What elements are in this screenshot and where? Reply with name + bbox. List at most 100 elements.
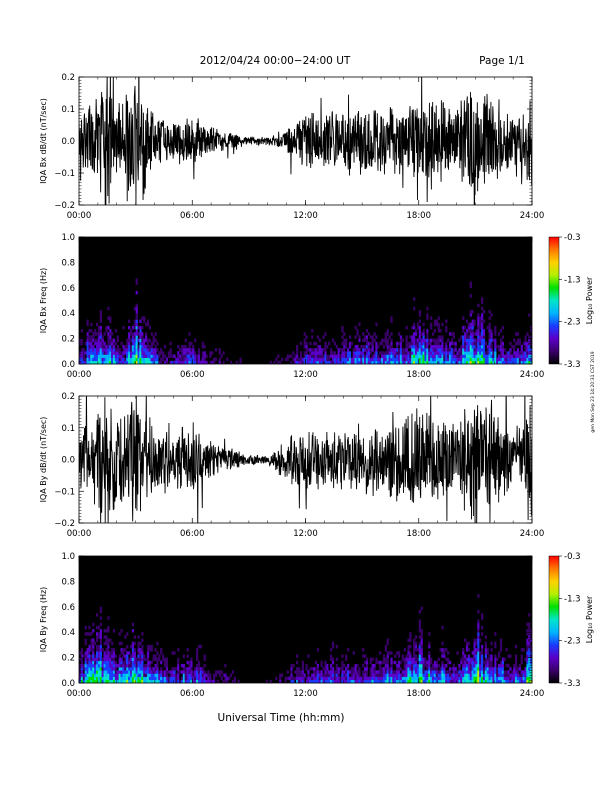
spectrogram-bin bbox=[120, 657, 123, 662]
spectrogram-bin bbox=[150, 679, 153, 684]
spectrogram-bin bbox=[465, 335, 469, 339]
spectrogram-bin bbox=[80, 329, 84, 333]
x-tick-label: 12:00 bbox=[293, 529, 318, 539]
spectrogram-bin bbox=[515, 670, 518, 674]
spectrogram-bin bbox=[335, 344, 338, 349]
spectrogram-bin bbox=[437, 322, 440, 327]
spectrogram-bin bbox=[367, 351, 370, 355]
spectrogram-bin bbox=[377, 676, 380, 681]
spectrogram-bin bbox=[382, 676, 386, 681]
x-tick-label: 12:00 bbox=[293, 370, 318, 380]
spectrogram-bin bbox=[101, 335, 104, 339]
spectrogram-bin bbox=[365, 357, 369, 362]
spectrogram-bin bbox=[428, 663, 431, 668]
spectrogram-bin bbox=[173, 676, 176, 681]
spectrogram-bin bbox=[233, 676, 236, 681]
spectrogram-bin bbox=[92, 667, 95, 671]
spectrogram-bin bbox=[416, 322, 420, 327]
spectrogram-bin bbox=[90, 644, 93, 649]
spectrogram-bin bbox=[199, 360, 202, 365]
spectrogram-bin bbox=[526, 629, 529, 633]
y-tick-label: 1.0 bbox=[61, 233, 75, 243]
spectrogram-bin bbox=[481, 625, 484, 630]
spectrogram-bin bbox=[201, 360, 204, 365]
spectrogram-bin bbox=[409, 660, 412, 665]
spectrogram-bin bbox=[145, 673, 148, 677]
spectrogram-bin bbox=[520, 354, 523, 358]
spectrogram-bin bbox=[92, 676, 95, 681]
spectrogram-bin bbox=[145, 351, 148, 355]
spectrogram-bin bbox=[390, 348, 393, 352]
spectrogram-bin bbox=[116, 335, 119, 339]
spectrogram-bin bbox=[103, 641, 106, 646]
spectrogram-bin bbox=[95, 338, 99, 343]
spectrogram-bin bbox=[471, 660, 474, 665]
spectrogram-bin bbox=[456, 673, 459, 677]
spectrogram-bin bbox=[99, 354, 102, 358]
spectrogram-bin bbox=[403, 657, 406, 662]
spectrogram-bin bbox=[167, 670, 170, 674]
spectrogram-bin bbox=[481, 300, 484, 304]
spectrogram-bin bbox=[409, 638, 412, 643]
spectrogram-bin bbox=[146, 673, 150, 677]
spectrogram-bin bbox=[109, 663, 112, 668]
spectrogram-bin bbox=[520, 673, 523, 677]
spectrogram-bin bbox=[175, 357, 178, 362]
spectrogram-bin bbox=[103, 673, 106, 677]
spectrogram-bin bbox=[388, 679, 391, 684]
spectrogram-bin bbox=[486, 348, 489, 352]
spectrogram-bin bbox=[484, 667, 487, 671]
spectrogram-bin bbox=[488, 329, 491, 333]
spectrogram-bin bbox=[448, 351, 452, 355]
spectrogram-bin bbox=[477, 648, 480, 652]
spectrogram-bin bbox=[499, 641, 503, 646]
spectrogram-bin bbox=[152, 351, 155, 355]
spectrogram-bin bbox=[296, 654, 299, 658]
spectrogram-bin bbox=[494, 325, 497, 330]
spectrogram-bin bbox=[528, 613, 531, 617]
spectrogram-bin bbox=[296, 667, 299, 671]
spectrogram-bin bbox=[494, 644, 497, 649]
spectrogram-bin bbox=[397, 679, 401, 684]
spectrogram-bin bbox=[484, 654, 487, 658]
spectrogram-bin bbox=[405, 348, 408, 352]
spectrogram-bin bbox=[382, 673, 386, 677]
spectrogram-bin bbox=[145, 360, 148, 365]
spectrogram-bin bbox=[194, 338, 197, 343]
spectrogram-bin bbox=[126, 679, 129, 684]
spectrogram-bin bbox=[416, 351, 420, 355]
spectrogram-bin bbox=[448, 667, 452, 671]
spectrogram-bin bbox=[112, 351, 116, 355]
spectrogram-bin bbox=[94, 341, 97, 346]
spectrogram-bin bbox=[105, 651, 108, 655]
spectrogram-bin bbox=[350, 357, 353, 362]
spectrogram-bin bbox=[80, 670, 84, 674]
spectrogram-bin bbox=[431, 354, 435, 358]
spectrogram-bin bbox=[126, 344, 129, 349]
spectrogram-bin bbox=[505, 679, 508, 684]
spectrogram-bin bbox=[143, 673, 146, 677]
spectrogram-bin bbox=[392, 679, 395, 684]
spectrogram-bin bbox=[314, 354, 318, 358]
spectrogram-bin bbox=[481, 613, 484, 617]
colorbar-tick-label: -3.3 bbox=[564, 360, 581, 370]
spectrogram-bin bbox=[488, 654, 491, 658]
spectrogram-bin bbox=[384, 670, 387, 674]
spectrogram-bin bbox=[467, 670, 471, 674]
spectrogram-bin bbox=[518, 676, 521, 681]
spectrogram-bin bbox=[90, 676, 93, 681]
spectrogram-bin bbox=[520, 360, 523, 365]
spectrogram-bin bbox=[528, 348, 531, 352]
spectrogram-bin bbox=[226, 357, 229, 362]
spectrogram-bin bbox=[111, 354, 114, 358]
spectrogram-bin bbox=[490, 657, 493, 662]
spectrogram-bin bbox=[350, 673, 353, 677]
spectrogram-bin bbox=[326, 354, 329, 358]
spectrogram-bin bbox=[80, 667, 84, 671]
spectrogram-bin bbox=[335, 676, 338, 681]
spectrogram-bin bbox=[503, 673, 506, 677]
spectrogram-bin bbox=[111, 641, 114, 646]
spectrogram-bin bbox=[79, 670, 82, 674]
spectrogram-bin bbox=[307, 654, 310, 658]
spectrogram-bin bbox=[390, 673, 393, 677]
